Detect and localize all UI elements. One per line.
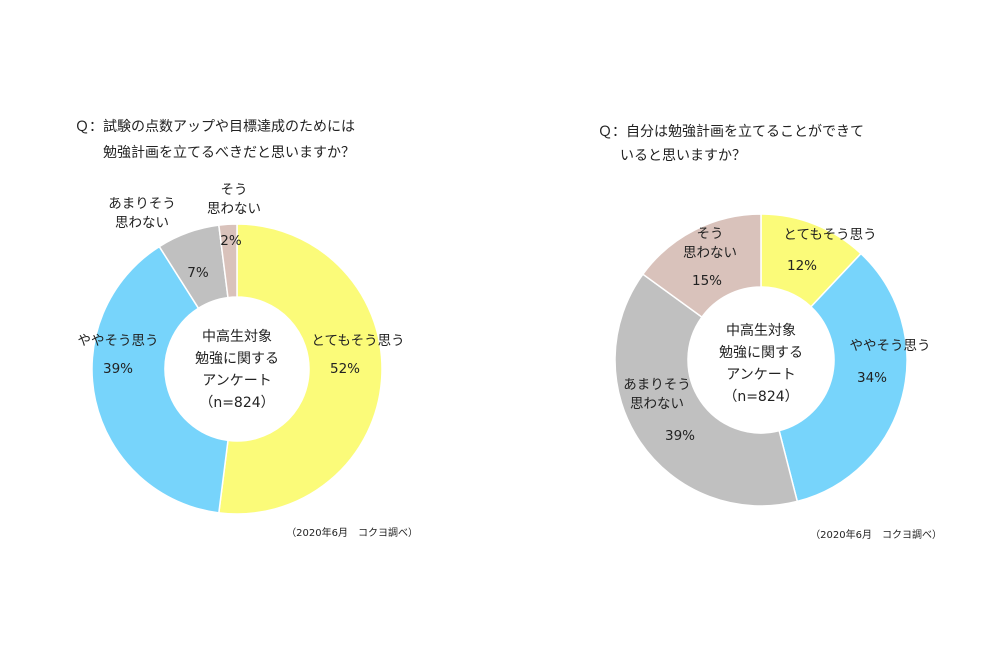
slice-value-label: 7% bbox=[187, 265, 209, 281]
slice-label: あまりそう bbox=[108, 196, 176, 212]
center-text: 中高生対象 bbox=[726, 322, 796, 339]
center-text: （n=824） bbox=[723, 389, 798, 405]
slice-label: そう bbox=[697, 226, 724, 242]
slice-label: 思わない bbox=[115, 215, 169, 231]
center-text: アンケート bbox=[726, 367, 795, 383]
slice-label: そう bbox=[221, 182, 248, 198]
slice-label: 思わない bbox=[630, 396, 684, 412]
slice-label: とてもそう思う bbox=[311, 333, 404, 349]
donut-slice bbox=[641, 213, 762, 319]
slice-label: ややそう思う bbox=[850, 338, 931, 354]
center-text: 中高生対象 bbox=[202, 328, 272, 345]
chart-left: Ｑ：試験の点数アップや目標達成のためには勉強計画を立てるべきだと思いますか？ とて… bbox=[75, 119, 418, 539]
question-line: Ｑ：自分は勉強計画を立てることができて bbox=[598, 124, 864, 140]
question-line: いると思いますか？ bbox=[620, 148, 746, 164]
donut-slice bbox=[217, 223, 383, 515]
question-line: 勉強計画を立てるべきだと思いますか？ bbox=[103, 145, 355, 161]
slice-value-label: 39% bbox=[103, 361, 133, 377]
slice-value-label: 12% bbox=[787, 258, 817, 274]
slice-value-label: 39% bbox=[665, 428, 695, 444]
chart-right: Ｑ：自分は勉強計画を立てることができていると思いますか？ とてもそう思う 12% やや… bbox=[500, 0, 1000, 667]
center-text: （n=824） bbox=[199, 395, 274, 411]
donut-slice bbox=[778, 252, 908, 503]
slice-value-label: 15% bbox=[692, 273, 722, 289]
donut-slice bbox=[614, 273, 799, 507]
donut-slice bbox=[217, 223, 238, 299]
slice-label: あまりそう bbox=[623, 377, 691, 393]
center-text: 勉強に関する bbox=[195, 351, 279, 367]
slice-value-label: 52% bbox=[330, 361, 360, 377]
slice-value-label: 34% bbox=[857, 370, 887, 386]
slice-label: ややそう思う bbox=[78, 333, 159, 349]
slice-label: 思わない bbox=[207, 201, 261, 217]
source-note: （2020年6月 コクヨ調べ） bbox=[810, 528, 942, 541]
slice-label: 思わない bbox=[683, 245, 737, 261]
question-line: Ｑ：試験の点数アップや目標達成のためには bbox=[75, 119, 355, 135]
slice-label: とてもそう思う bbox=[783, 227, 876, 243]
donut-slice bbox=[91, 245, 229, 514]
slice-value-label: 2% bbox=[220, 233, 242, 249]
center-text: アンケート bbox=[202, 373, 271, 389]
source-note: （2020年6月 コクヨ調べ） bbox=[286, 526, 418, 539]
center-text: 勉強に関する bbox=[719, 345, 803, 361]
